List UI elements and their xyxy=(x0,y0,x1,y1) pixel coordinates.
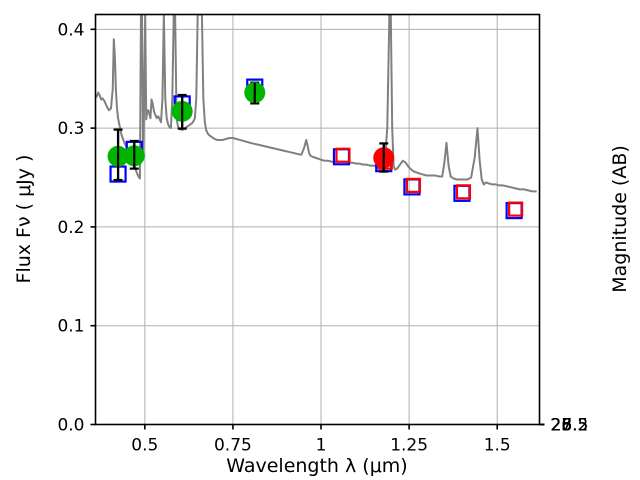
model-spectrum-line xyxy=(95,14,537,193)
x-tick-label-1: 0.75 xyxy=(214,436,252,456)
model-square-red-3 xyxy=(455,184,472,200)
y-tick-label-1: 0.1 xyxy=(57,317,84,337)
y-tick-label-0: 0.0 xyxy=(57,416,84,436)
model-square-red-2 xyxy=(405,177,422,193)
right-tick-label-2: 25.5 xyxy=(551,415,589,435)
right-tick-label-0: 25 xyxy=(551,415,573,435)
y-axis-left-title: Flux Fν ( μJy ) xyxy=(13,155,35,284)
y-tick-label-4: 0.4 xyxy=(57,20,84,40)
right-tick-label-1: 25.2 xyxy=(551,415,589,435)
right-tick-label-5: 27 xyxy=(551,415,573,435)
spectrum-path xyxy=(95,14,537,193)
y-tick-label-3: 0.3 xyxy=(57,119,84,139)
x-tick-label-0: 0.5 xyxy=(131,436,158,456)
x-axis-title: Wavelength λ (μm) xyxy=(226,455,407,477)
right-tick-label-3: 26 xyxy=(551,415,573,435)
y-axis-right-title: Magnitude (AB) xyxy=(609,145,631,293)
x-tick-label-4: 1.5 xyxy=(484,436,511,456)
model-square-red-0 xyxy=(335,147,351,163)
right-tick-label-6: 28 xyxy=(551,415,573,435)
plot-frame xyxy=(94,13,541,426)
model-square-red-4 xyxy=(508,201,524,217)
y-tick-label-2: 0.2 xyxy=(57,218,84,238)
x-tick-label-3: 1.25 xyxy=(390,436,428,456)
data-markers xyxy=(107,78,524,220)
axis-ticks: 0.5 0.75 1 1.25 1.5 0.0 0.1 0.2 0.3 0.4 2525.225.5… xyxy=(57,20,588,455)
right-tick-label-4: 26.5 xyxy=(551,415,589,435)
x-tick-label-2: 1 xyxy=(316,436,327,456)
